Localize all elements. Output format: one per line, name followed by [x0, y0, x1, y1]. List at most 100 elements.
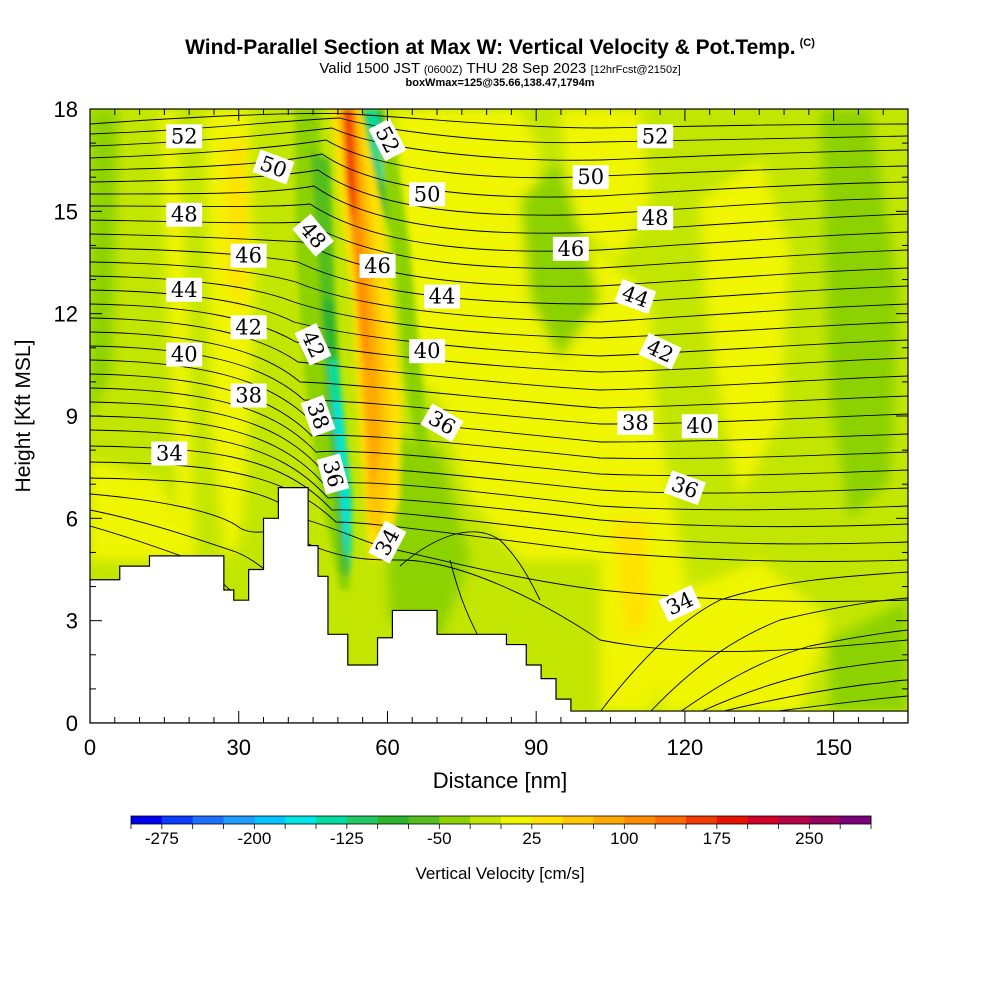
isentrope-label: 44 [166, 277, 203, 302]
colorbar-swatch [747, 816, 779, 824]
isentrope-label-text: 46 [235, 244, 262, 268]
isentrope-label-text: 34 [156, 442, 183, 466]
colorbar-swatch [316, 816, 348, 824]
isentrope-label: 40 [409, 339, 446, 364]
colorbar-swatch [809, 816, 841, 824]
colorbar-swatch [470, 816, 502, 824]
colorbar-swatch [624, 816, 656, 824]
isentrope-label-text: 44 [171, 278, 198, 302]
x-tick-label: 30 [226, 735, 250, 760]
isentrope-label-text: 40 [686, 414, 713, 438]
isentrope-label: 44 [423, 284, 460, 309]
colorbar-tick-label: 250 [795, 829, 823, 848]
colorbar-swatch [655, 816, 687, 824]
y-tick-label: 18 [54, 97, 78, 122]
isentrope-label-text: 44 [429, 285, 456, 309]
forecast-info: [12hrFcst@2150z] [590, 64, 681, 76]
x-axis-label: Distance [nm] [432, 768, 568, 793]
y-axis-label: Height [Kft MSL] [12, 339, 35, 493]
valid-time-line: Valid 1500 JST (0600Z) THU 28 Sep 2023 [… [0, 60, 1000, 77]
colorbar-swatch [254, 816, 286, 824]
isentrope-label-text: 46 [558, 237, 585, 261]
colorbar-swatch [377, 816, 409, 824]
colorbar: -275 -200 -125 -50 25 100 175 250 [130, 815, 872, 848]
isentrope-label-text: 52 [642, 124, 669, 148]
isentrope-label: 46 [230, 243, 267, 268]
x-tick-label: 150 [815, 735, 852, 760]
valid-utc: (0600Z) [423, 64, 463, 76]
colorbar-swatch [161, 816, 194, 824]
isentrope-label: 36 [663, 470, 706, 506]
colorbar-swatch [501, 816, 533, 824]
valid-date: THU 28 Sep 2023 [466, 60, 587, 77]
y-tick-label: 9 [66, 404, 78, 429]
copyright-mark: (C) [799, 37, 815, 49]
colorbar-label: Vertical Velocity [cm/s] [415, 864, 585, 883]
y-tick-label: 3 [66, 609, 78, 634]
colorbar-swatch [593, 816, 625, 824]
isentrope-label-text: 48 [642, 206, 669, 230]
isentrope-label-text: 40 [171, 343, 198, 367]
x-tick-label: 60 [375, 735, 399, 760]
colorbar-swatch [716, 816, 749, 824]
isentrope-label: 38 [617, 410, 654, 435]
isentrope-label-text: 40 [414, 339, 441, 363]
colorbar-swatch [131, 816, 163, 824]
isentrope-label: 46 [552, 236, 589, 261]
isentrope-label-text: 52 [171, 124, 198, 148]
colorbar-swatch [408, 816, 440, 824]
colorbar-tick-label: 100 [610, 829, 638, 848]
x-tick-label: 90 [524, 735, 548, 760]
isentrope-label-text: 50 [577, 165, 604, 189]
isentrope-label-text: 46 [364, 254, 391, 278]
terrain-profile [90, 487, 908, 723]
colorbar-tick-label: 25 [522, 829, 541, 848]
isentrope-label: 46 [359, 253, 396, 278]
isentrope-label: 40 [166, 342, 203, 367]
colorbar-tick-label: 175 [703, 829, 731, 848]
isentrope-label: 48 [166, 202, 203, 227]
chart-title: Wind-Parallel Section at Max W: Vertical… [185, 36, 815, 59]
colorbar-tick-label: -200 [237, 829, 271, 848]
colorbar-swatch [346, 816, 379, 824]
isentrope-label: 50 [572, 165, 609, 190]
box-info-line: boxWmax=125@35.66,138.47,1794m [405, 77, 595, 89]
isentrope-label-text: 42 [235, 315, 262, 339]
y-tick-label: 15 [54, 199, 78, 224]
colorbar-swatch [192, 816, 224, 824]
colorbar-swatch [531, 816, 564, 824]
velocity-field [90, 109, 908, 723]
isentrope-label: 42 [230, 315, 267, 340]
colorbar-swatch [223, 816, 255, 824]
x-tick-label: 120 [667, 735, 704, 760]
isentrope-label-text: 50 [414, 182, 441, 206]
isentrope-label: 38 [230, 383, 267, 408]
colorbar-swatch [686, 816, 718, 824]
isentrope-label: 34 [151, 441, 188, 466]
valid-prefix: Valid 1500 JST [319, 60, 420, 77]
isentrope-label: 50 [409, 182, 446, 207]
isentrope-label: 48 [637, 206, 674, 231]
y-tick-label: 12 [54, 302, 78, 327]
colorbar-swatch [439, 816, 471, 824]
isentrope-label: 38 [300, 394, 336, 438]
isentrope-label: 52 [166, 124, 203, 149]
colorbar-tick-label: -50 [427, 829, 452, 848]
colorbar-tick-label: -125 [330, 829, 364, 848]
colorbar-swatch [840, 816, 872, 824]
colorbar-swatch [562, 816, 594, 824]
isentrope-label-text: 38 [622, 411, 649, 435]
y-tick-label: 6 [66, 506, 78, 531]
x-tick-label: 0 [84, 735, 96, 760]
colorbar-tick-label: -275 [145, 829, 179, 848]
colorbar-swatch [778, 816, 810, 824]
isentrope-label: 40 [681, 414, 718, 439]
isentrope-label-text: 38 [235, 384, 262, 408]
isentrope-label-text: 48 [171, 203, 198, 227]
y-tick-label: 0 [66, 711, 78, 736]
isentrope-label: 52 [637, 124, 674, 149]
colorbar-swatch [285, 816, 317, 824]
